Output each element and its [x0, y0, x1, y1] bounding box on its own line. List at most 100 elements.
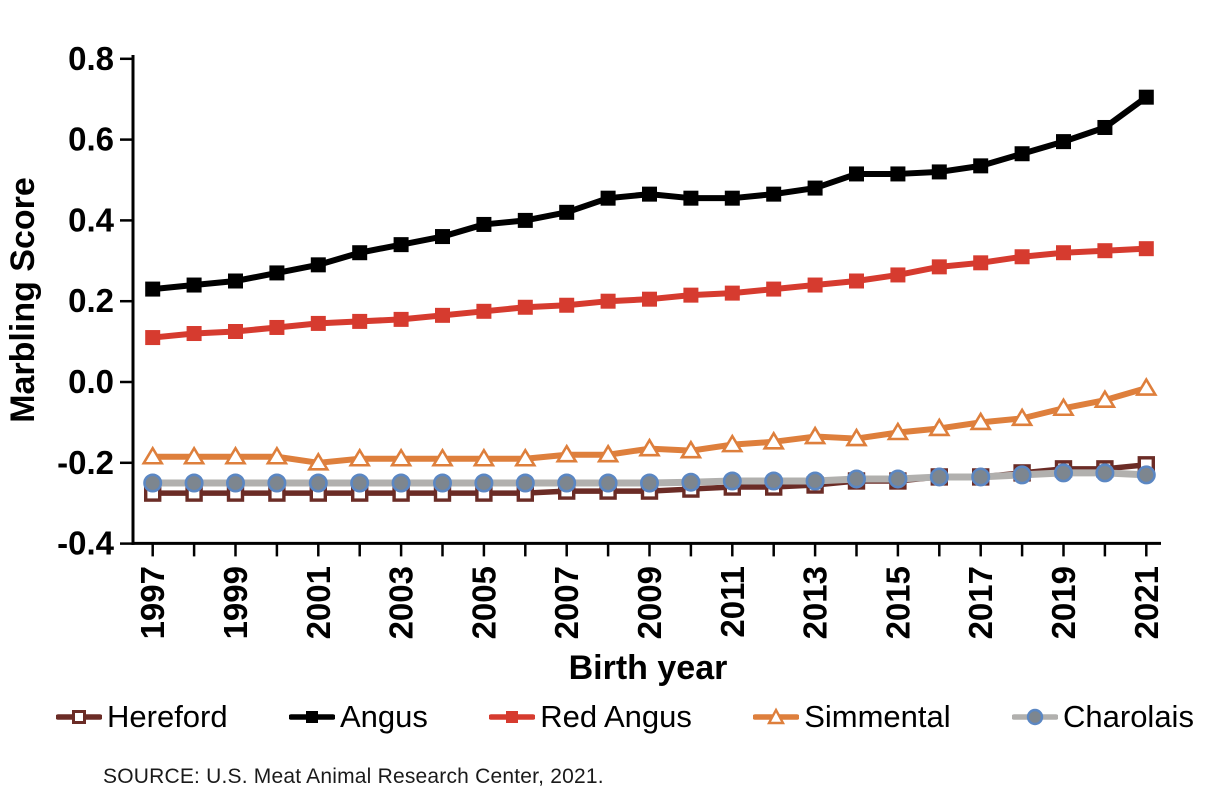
marker-angus — [352, 245, 368, 261]
chart-legend: Hereford Angus Red Angus Simmental Charolais — [56, 699, 1194, 735]
legend-marker-shape — [506, 711, 519, 723]
marker-angus — [228, 273, 243, 289]
marker-charolais — [143, 473, 163, 493]
marker-red-angus — [228, 324, 243, 339]
x-tick-label: 2017 — [962, 566, 999, 639]
marker-simmental — [1093, 389, 1117, 408]
marker-red-angus — [683, 287, 699, 303]
marker-charolais — [846, 469, 866, 489]
legend-item-simmental: Simmental — [753, 699, 951, 735]
marker-red-angus — [1014, 249, 1030, 265]
marker-angus — [186, 277, 202, 293]
marker-red-angus — [1097, 243, 1113, 259]
marker-charolais — [1012, 465, 1032, 485]
legend-marker-shape — [72, 710, 86, 724]
y-tick-label: 0.6 — [68, 121, 114, 158]
y-axis-title: Marbling Score — [4, 177, 42, 423]
marker-simmental — [514, 447, 537, 467]
marker-red-angus — [890, 267, 906, 283]
legend-label-angus: Angus — [339, 699, 428, 734]
legend-marker-shape — [305, 711, 318, 723]
marker-angus — [973, 158, 989, 174]
marker-simmental — [803, 425, 827, 445]
marker-charolais — [971, 467, 991, 487]
marker-angus — [1014, 146, 1030, 162]
marker-charolais — [432, 473, 452, 493]
marker-simmental — [431, 447, 454, 467]
legend-marker-red-angus — [489, 711, 536, 723]
marker-charolais — [929, 467, 949, 487]
x-tick-label: 2003 — [383, 566, 420, 639]
series-red-angus — [145, 241, 1154, 346]
marker-simmental — [472, 447, 496, 467]
marker-angus — [1138, 89, 1154, 105]
marker-charolais — [557, 473, 577, 493]
series-charolais — [143, 463, 1156, 493]
marker-red-angus — [145, 330, 161, 346]
legend-marker-simmental — [753, 707, 800, 725]
marker-angus — [559, 204, 575, 220]
x-tick-label: 2021 — [1128, 566, 1165, 639]
marker-angus — [849, 166, 864, 182]
marker-charolais — [391, 473, 411, 493]
plot-area — [141, 89, 1158, 502]
marker-angus — [310, 257, 326, 273]
marker-charolais — [474, 473, 494, 493]
marker-charolais — [184, 473, 204, 493]
legend-marker-angus — [288, 711, 335, 723]
marker-simmental — [762, 430, 785, 450]
marker-charolais — [1136, 465, 1156, 485]
marker-simmental — [679, 439, 703, 459]
marker-charolais — [764, 471, 784, 491]
marker-red-angus — [352, 313, 368, 329]
x-tick-label: 2011 — [714, 566, 751, 638]
x-tick-label: 2001 — [300, 566, 337, 639]
marker-charolais — [267, 473, 287, 493]
marker-simmental — [638, 437, 661, 457]
x-tick-label: 2019 — [1045, 566, 1082, 639]
marker-simmental — [845, 427, 868, 447]
marker-red-angus — [559, 297, 575, 313]
marker-red-angus — [310, 315, 326, 331]
marker-charolais — [681, 472, 701, 492]
marker-charolais — [805, 471, 825, 491]
marker-simmental — [265, 445, 289, 465]
marker-red-angus — [1056, 245, 1071, 261]
marker-red-angus — [435, 307, 450, 323]
series-simmental — [141, 377, 1158, 471]
x-tick-label: 1999 — [217, 566, 254, 639]
marker-charolais — [308, 473, 328, 493]
legend-item-red-angus: Red Angus — [489, 699, 692, 735]
marker-red-angus — [642, 291, 657, 307]
marker-red-angus — [807, 277, 823, 293]
marker-angus — [393, 237, 409, 253]
marker-red-angus — [849, 273, 864, 289]
marker-angus — [1056, 134, 1071, 150]
y-tick-label: -0.4 — [57, 525, 115, 562]
marker-charolais — [598, 473, 618, 493]
marker-red-angus — [476, 303, 492, 319]
series-angus — [145, 89, 1154, 297]
marker-angus — [1097, 119, 1113, 135]
marker-simmental — [1052, 397, 1075, 417]
y-tick-label: 0.2 — [68, 282, 114, 319]
marker-simmental — [969, 411, 992, 431]
marker-simmental — [555, 443, 578, 463]
x-tick-label: 2015 — [879, 566, 916, 639]
marker-simmental — [886, 421, 910, 441]
marker-simmental — [928, 417, 951, 437]
marker-angus — [476, 216, 492, 232]
y-tick-label: 0.0 — [68, 363, 114, 400]
marker-simmental — [1010, 407, 1034, 427]
marker-charolais — [515, 473, 535, 493]
marker-angus — [145, 281, 161, 297]
marker-simmental — [389, 447, 413, 467]
tick-labels: 0.8 0.6 0.4 0.2 0.0 -0.2 -0.4 1997 1999 2001 2003 2… — [57, 40, 1165, 640]
marker-red-angus — [186, 326, 202, 342]
tick-marks — [120, 57, 1148, 557]
y-tick-label: -0.2 — [57, 444, 114, 481]
legend-marker-shape — [1026, 708, 1044, 726]
marker-red-angus — [600, 293, 616, 309]
marker-simmental — [141, 445, 164, 465]
